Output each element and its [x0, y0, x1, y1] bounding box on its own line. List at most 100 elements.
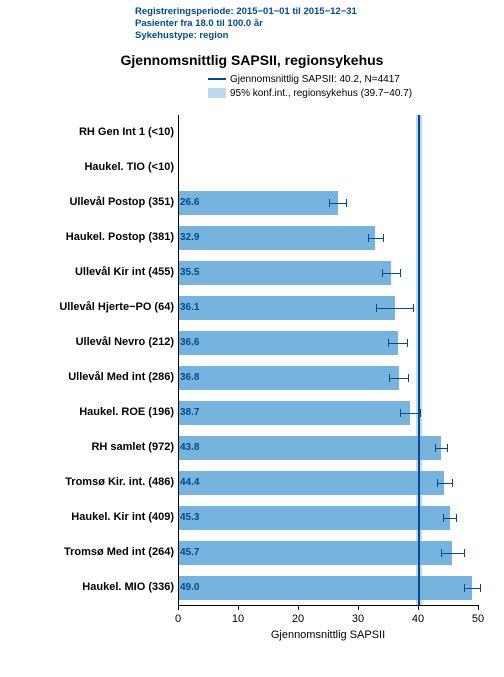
mean-reference-line	[418, 115, 420, 605]
bar	[178, 191, 338, 215]
bar	[178, 261, 391, 285]
error-cap	[389, 374, 390, 382]
error-cap	[408, 374, 409, 382]
meta-line-2: Pasienter fra 18.0 til 100.0 år	[135, 18, 357, 30]
error-cap	[420, 409, 421, 417]
category-label: Haukel. Kir int (409)	[4, 511, 174, 523]
x-tick-label: 10	[232, 613, 244, 625]
x-tick	[238, 605, 239, 610]
error-bar	[376, 308, 413, 309]
error-cap	[368, 234, 369, 242]
x-tick	[478, 605, 479, 610]
error-cap	[407, 339, 408, 347]
error-bar	[329, 203, 346, 204]
error-cap	[376, 304, 377, 312]
error-cap	[400, 409, 401, 417]
bar	[178, 331, 398, 355]
y-axis	[178, 115, 179, 605]
category-label: Tromsø Kir. int. (486)	[4, 476, 174, 488]
error-cap	[456, 514, 457, 522]
error-cap	[435, 444, 436, 452]
bar	[178, 366, 399, 390]
bar	[178, 226, 375, 250]
bar-value-label: 45.3	[180, 506, 199, 530]
bar	[178, 436, 441, 460]
error-cap	[400, 269, 401, 277]
plot-area: 26.6 32.9 35.5 36.1 36.6 36.8 38.7 43.8 44.4 45.3…	[178, 115, 478, 625]
error-bar	[388, 343, 407, 344]
x-tick-label: 40	[412, 613, 424, 625]
x-tick	[178, 605, 179, 610]
legend-ci-label: 95% konf.int., regionsykehus (39.7−40.7)	[230, 88, 412, 99]
bar-value-label: 45.7	[180, 541, 199, 565]
x-tick-label: 30	[352, 613, 364, 625]
error-bar	[441, 553, 464, 554]
x-tick-label: 50	[472, 613, 484, 625]
error-cap	[452, 479, 453, 487]
category-label: Haukel. ROE (196)	[4, 406, 174, 418]
category-label: Ullevål Nevro (212)	[4, 336, 174, 348]
category-label: Haukel. MIO (336)	[4, 581, 174, 593]
meta-line-3: Sykehustype: region	[135, 30, 357, 42]
legend-swatch-icon	[208, 88, 226, 98]
bar-value-label: 49.0	[180, 576, 199, 600]
meta-line-1: Registreringsperiode: 2015−01−01 til 201…	[135, 6, 357, 18]
legend-row-ci: 95% konf.int., regionsykehus (39.7−40.7)	[208, 86, 412, 100]
bar-value-label: 35.5	[180, 261, 199, 285]
bar	[178, 296, 395, 320]
bar-value-label: 32.9	[180, 226, 199, 250]
bar-value-label: 36.8	[180, 366, 199, 390]
x-axis-title: Gjennomsnittlig SAPSII	[178, 629, 478, 641]
category-label: RH samlet (972)	[4, 441, 174, 453]
chart-title: Gjennomsnittlig SAPSII, regionsykehus	[0, 52, 504, 68]
legend-row-mean: Gjennomsnittlig SAPSII: 40.2, N=4417	[208, 72, 412, 86]
error-cap	[480, 584, 481, 592]
error-cap	[447, 444, 448, 452]
error-bar	[464, 588, 481, 589]
bar-value-label: 38.7	[180, 401, 199, 425]
legend-mean-label: Gjennomsnittlig SAPSII: 40.2, N=4417	[230, 74, 400, 85]
x-tick	[298, 605, 299, 610]
category-label: RH Gen Int 1 (<10)	[4, 126, 174, 138]
bar	[178, 401, 410, 425]
category-label: Haukel. Postop (381)	[4, 231, 174, 243]
legend-line-icon	[208, 78, 226, 80]
bar	[178, 506, 450, 530]
error-cap	[329, 199, 330, 207]
bar	[178, 576, 472, 600]
error-cap	[383, 234, 384, 242]
error-cap	[464, 584, 465, 592]
bar-value-label: 44.4	[180, 471, 199, 495]
page: Registreringsperiode: 2015−01−01 til 201…	[0, 0, 504, 677]
category-label: Ullevål Postop (351)	[4, 196, 174, 208]
error-cap	[437, 479, 438, 487]
x-axis	[178, 605, 479, 606]
bar-value-label: 36.6	[180, 331, 199, 355]
bar-value-label: 36.1	[180, 296, 199, 320]
error-cap	[413, 304, 414, 312]
error-bar	[389, 378, 408, 379]
error-cap	[443, 514, 444, 522]
error-bar	[368, 238, 384, 239]
category-label: Tromsø Med int (264)	[4, 546, 174, 558]
error-bar	[437, 483, 451, 484]
category-label: Haukel. TIO (<10)	[4, 161, 174, 173]
x-tick-label: 0	[175, 613, 181, 625]
error-cap	[464, 549, 465, 557]
legend: Gjennomsnittlig SAPSII: 40.2, N=4417 95%…	[208, 72, 412, 100]
bar	[178, 541, 452, 565]
error-cap	[382, 269, 383, 277]
meta-block: Registreringsperiode: 2015−01−01 til 201…	[135, 6, 357, 42]
error-bar	[382, 273, 400, 274]
x-tick	[418, 605, 419, 610]
error-cap	[388, 339, 389, 347]
bar-value-label: 26.6	[180, 191, 199, 215]
category-label: Ullevål Hjerte−PO (64)	[4, 301, 174, 313]
error-cap	[441, 549, 442, 557]
error-bar	[443, 518, 456, 519]
x-tick-label: 20	[292, 613, 304, 625]
bar	[178, 471, 444, 495]
category-label: Ullevål Med int (286)	[4, 371, 174, 383]
x-tick	[358, 605, 359, 610]
bar-value-label: 43.8	[180, 436, 199, 460]
